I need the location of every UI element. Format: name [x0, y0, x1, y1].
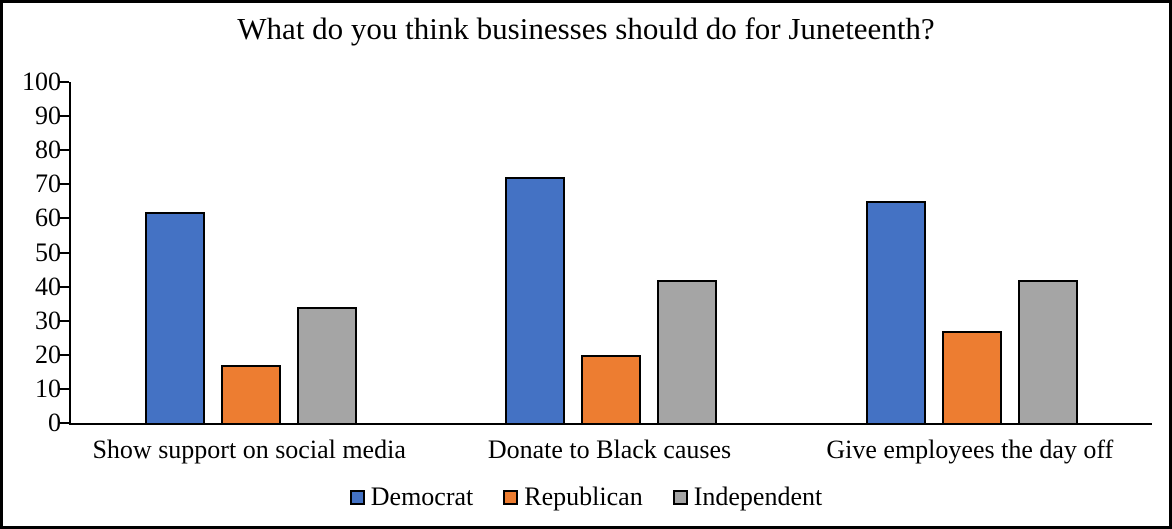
- y-axis-tick-label: 20: [35, 339, 61, 369]
- bar-republican: [221, 365, 282, 423]
- y-axis-tick: [60, 285, 69, 288]
- y-axis-tick-label: 0: [48, 408, 61, 437]
- x-axis-category-label-1: Show support on social media: [92, 435, 406, 464]
- legend-item-democrat: Democrat: [349, 482, 474, 511]
- legend-swatch-icon: [503, 489, 519, 505]
- legend-label: Democrat: [370, 482, 474, 511]
- legend-item-republican: Republican: [503, 482, 643, 511]
- y-axis-tick: [60, 353, 69, 356]
- y-axis-tick: [60, 422, 69, 424]
- legend-swatch-icon: [672, 489, 688, 505]
- bar-democrat: [505, 177, 566, 423]
- y-axis-tick: [60, 387, 69, 390]
- bar-republican: [581, 354, 642, 423]
- y-axis-tick-label: 60: [35, 203, 61, 233]
- bar-independent: [297, 307, 358, 423]
- y-axis-tick: [60, 319, 69, 322]
- y-axis-tick: [60, 149, 69, 152]
- legend-label: Independent: [693, 482, 823, 511]
- x-axis-labels: Show support on social media Donate to Bl…: [69, 435, 1150, 465]
- y-axis-tick-label: 50: [35, 237, 61, 267]
- bar-democrat: [865, 201, 926, 423]
- x-axis-category-label-2: Donate to Black causes: [487, 435, 732, 464]
- y-axis-tick: [60, 183, 69, 186]
- y-axis-tick: [60, 81, 69, 83]
- bar-group-2: [431, 82, 791, 423]
- bar-republican: [941, 330, 1002, 423]
- bar-group-3: [792, 82, 1152, 423]
- chart-title: What do you think businesses should do f…: [237, 11, 935, 46]
- bar-group-1: [71, 82, 431, 423]
- legend-item-independent: Independent: [672, 482, 823, 511]
- y-axis-tick-label: 10: [35, 373, 61, 403]
- y-axis-tick: [60, 217, 69, 220]
- y-axis-tick: [60, 115, 69, 118]
- y-axis-tick-label: 70: [35, 169, 61, 199]
- bar-independent: [657, 279, 718, 423]
- legend-label: Republican: [524, 482, 643, 511]
- y-axis-tick-label: 30: [35, 305, 61, 335]
- bar-independent: [1017, 279, 1078, 423]
- y-axis-tick-label: 90: [35, 101, 61, 131]
- legend: Democrat Republican Independent: [3, 483, 1169, 511]
- bar-democrat: [145, 211, 206, 423]
- y-axis-tick-label: 80: [35, 135, 61, 165]
- x-axis-category-label-3: Give employees the day off: [826, 435, 1114, 464]
- legend-swatch-icon: [349, 489, 365, 505]
- y-axis-tick-label: 100: [22, 67, 61, 96]
- y-axis-tick-label: 40: [35, 271, 61, 301]
- plot-area: 0 10 20 30 40 50 60 70 80 90 100: [22, 69, 1152, 436]
- y-axis-tick: [60, 251, 69, 254]
